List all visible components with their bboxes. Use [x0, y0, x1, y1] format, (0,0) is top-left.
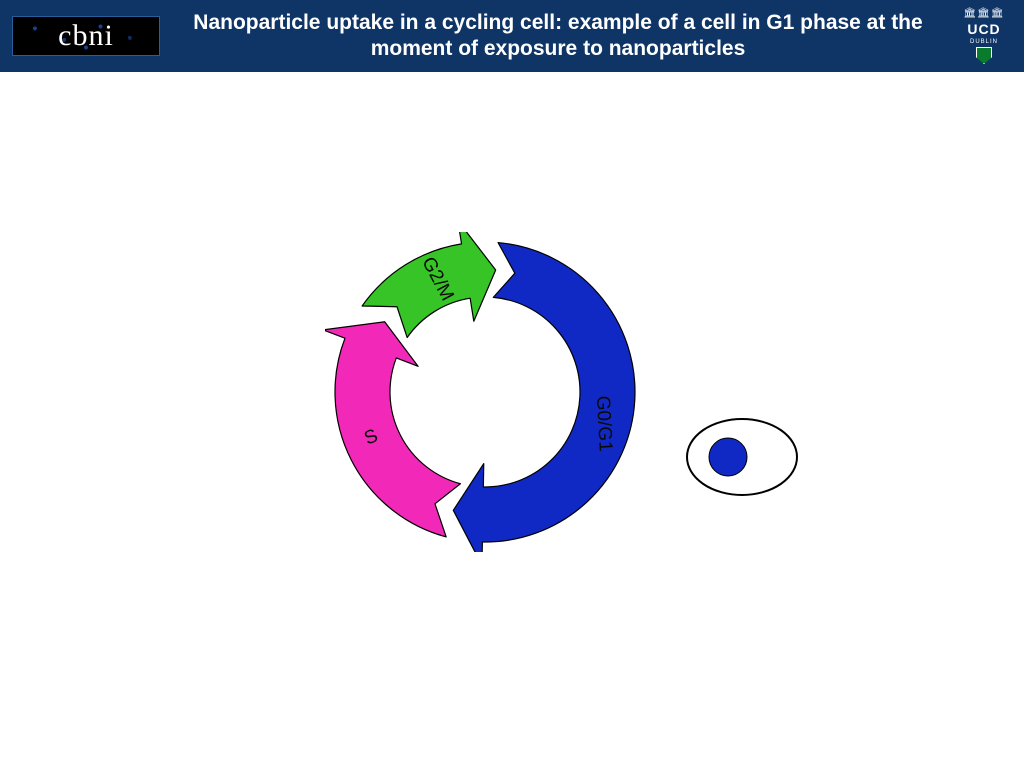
- ucd-shield-icon: [976, 47, 992, 64]
- cell-nucleus: [709, 438, 747, 476]
- ucd-logo-sub: DUBLIN: [970, 39, 998, 45]
- header-bar: cbni Nanoparticle uptake in a cycling ce…: [0, 0, 1024, 72]
- ucd-logo: 🏛🏛🏛 UCD DUBLIN: [956, 8, 1012, 64]
- slide-content: G0/G1SG2/M: [0, 72, 1024, 768]
- slide-title: Nanoparticle uptake in a cycling cell: e…: [160, 10, 956, 63]
- ucd-logo-icons: 🏛🏛🏛: [963, 8, 1004, 19]
- cycle-label-g0g1: G0/G1: [592, 395, 616, 452]
- cbni-logo-text: cbni: [58, 19, 114, 53]
- cell-icon: [680, 412, 804, 502]
- ucd-logo-main: UCD: [967, 21, 1000, 37]
- cbni-logo: cbni: [12, 16, 160, 56]
- cycle-segment-s: S: [325, 322, 460, 537]
- cell-cycle-diagram: G0/G1SG2/M: [325, 232, 645, 552]
